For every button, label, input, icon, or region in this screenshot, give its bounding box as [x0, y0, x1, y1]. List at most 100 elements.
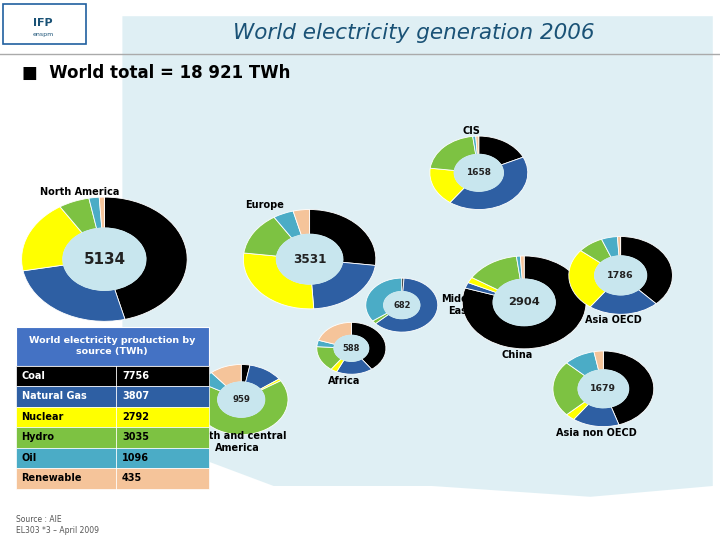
Text: CIS: CIS [463, 126, 480, 136]
Wedge shape [212, 364, 241, 386]
Text: IFP: IFP [33, 18, 53, 28]
Wedge shape [23, 265, 125, 321]
Circle shape [578, 370, 629, 408]
Text: Natural Gas: Natural Gas [22, 392, 86, 401]
Circle shape [276, 234, 343, 284]
Text: North America: North America [40, 187, 119, 197]
Wedge shape [194, 381, 288, 435]
Wedge shape [521, 256, 524, 279]
Wedge shape [603, 351, 654, 425]
Wedge shape [60, 198, 96, 233]
Wedge shape [574, 404, 619, 427]
Text: 2792: 2792 [122, 412, 149, 422]
Text: 1096: 1096 [122, 453, 149, 463]
Wedge shape [430, 168, 464, 202]
Wedge shape [472, 136, 477, 154]
Wedge shape [317, 347, 341, 369]
Text: Middle
East: Middle East [441, 294, 479, 316]
FancyBboxPatch shape [16, 468, 209, 489]
Wedge shape [318, 322, 351, 345]
Wedge shape [312, 262, 375, 309]
Text: South and central
America: South and central America [189, 431, 287, 453]
FancyBboxPatch shape [16, 327, 209, 366]
Wedge shape [241, 364, 250, 382]
Text: 3531: 3531 [293, 253, 326, 266]
FancyBboxPatch shape [3, 4, 86, 44]
Wedge shape [431, 137, 476, 171]
Text: Source : AIE
EL303 *3 – April 2009: Source : AIE EL303 *3 – April 2009 [16, 515, 99, 535]
Wedge shape [621, 237, 672, 303]
Wedge shape [594, 351, 603, 370]
FancyBboxPatch shape [16, 427, 209, 448]
FancyBboxPatch shape [16, 386, 209, 407]
Text: Nuclear: Nuclear [22, 412, 64, 422]
Wedge shape [373, 313, 389, 323]
Text: China: China [501, 350, 533, 360]
Wedge shape [516, 256, 522, 279]
Text: World electricity production by
source (TWh): World electricity production by source (… [29, 336, 196, 356]
Wedge shape [22, 207, 82, 271]
Wedge shape [246, 365, 279, 389]
Wedge shape [465, 282, 496, 295]
Wedge shape [293, 210, 310, 235]
Circle shape [63, 228, 145, 291]
Wedge shape [476, 136, 479, 154]
Text: enspm: enspm [32, 32, 54, 37]
Text: 5134: 5134 [84, 252, 125, 267]
Wedge shape [617, 237, 621, 256]
FancyBboxPatch shape [16, 407, 209, 427]
Text: Asia non OECD: Asia non OECD [556, 428, 636, 438]
Wedge shape [200, 373, 226, 391]
Circle shape [384, 292, 420, 319]
Circle shape [454, 154, 503, 191]
Polygon shape [122, 16, 713, 497]
Wedge shape [553, 363, 585, 415]
Text: ■  World total = 18 921 TWh: ■ World total = 18 921 TWh [22, 64, 290, 82]
Text: 7756: 7756 [122, 371, 149, 381]
Wedge shape [376, 278, 438, 332]
Text: 3035: 3035 [122, 433, 149, 442]
Circle shape [595, 256, 647, 295]
Text: 2904: 2904 [508, 298, 540, 307]
Wedge shape [567, 402, 588, 420]
Circle shape [493, 279, 555, 326]
Text: 682: 682 [393, 301, 410, 309]
Text: Asia OECD: Asia OECD [585, 315, 642, 325]
Circle shape [334, 335, 369, 361]
Wedge shape [337, 359, 372, 374]
Wedge shape [581, 239, 611, 263]
Wedge shape [310, 210, 376, 266]
Wedge shape [274, 211, 302, 238]
Wedge shape [104, 197, 187, 319]
Text: 1658: 1658 [467, 168, 491, 177]
Wedge shape [351, 322, 386, 369]
FancyBboxPatch shape [16, 366, 209, 386]
Wedge shape [569, 251, 606, 307]
Wedge shape [450, 157, 528, 210]
Wedge shape [472, 256, 521, 290]
Text: 959: 959 [233, 395, 250, 404]
Text: 435: 435 [122, 474, 143, 483]
Wedge shape [601, 237, 619, 258]
FancyBboxPatch shape [16, 448, 209, 468]
Text: 588: 588 [343, 344, 360, 353]
Wedge shape [260, 379, 281, 390]
Wedge shape [89, 197, 102, 229]
Wedge shape [366, 278, 402, 321]
Text: Renewable: Renewable [22, 474, 82, 483]
Text: Oil: Oil [22, 453, 37, 463]
Text: World electricity generation 2006: World electricity generation 2006 [233, 23, 595, 43]
Wedge shape [317, 340, 335, 347]
Wedge shape [479, 136, 523, 165]
Wedge shape [331, 359, 344, 372]
Circle shape [217, 382, 265, 417]
Text: 1786: 1786 [608, 271, 634, 280]
Text: Europe: Europe [245, 200, 284, 210]
Wedge shape [402, 278, 404, 292]
Wedge shape [243, 253, 314, 309]
Wedge shape [590, 289, 656, 314]
Text: 1679: 1679 [590, 384, 616, 393]
Wedge shape [244, 217, 292, 256]
Wedge shape [99, 197, 104, 228]
Text: Coal: Coal [22, 371, 45, 381]
